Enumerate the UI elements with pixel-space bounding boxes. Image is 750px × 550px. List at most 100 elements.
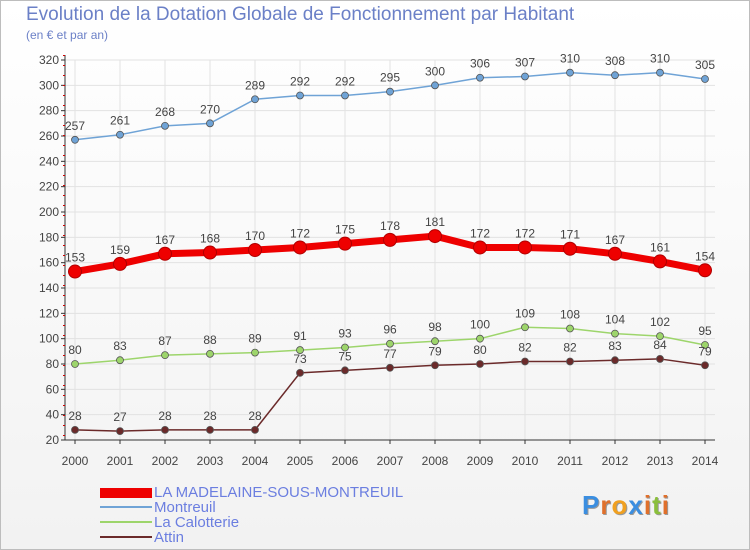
data-label: 83 (113, 339, 127, 353)
data-point (473, 240, 487, 255)
data-label: 82 (563, 340, 577, 354)
data-label: 77 (383, 347, 397, 361)
data-point (431, 361, 439, 370)
data-point (656, 355, 664, 363)
data-point (656, 332, 664, 341)
y-tick-label: 60 (46, 382, 60, 396)
data-label: 175 (335, 223, 355, 237)
data-label: 27 (113, 410, 127, 424)
y-tick-label: 20 (46, 433, 60, 447)
legend-label: Attin (154, 529, 185, 546)
data-point (161, 121, 169, 130)
data-point (521, 357, 529, 366)
data-point (341, 343, 349, 352)
data-point (116, 427, 124, 436)
data-point (203, 245, 217, 260)
data-label: 80 (473, 343, 487, 357)
data-label: 28 (248, 409, 262, 423)
proxiti-logo: Proxiti (582, 490, 670, 521)
data-label: 292 (290, 74, 310, 88)
data-point (251, 348, 259, 357)
data-point (701, 361, 709, 370)
logo-letter: x (628, 490, 644, 520)
x-tick-label: 2005 (287, 454, 314, 468)
data-label: 159 (110, 243, 130, 257)
data-label: 153 (65, 251, 85, 265)
y-tick-label: 180 (39, 230, 59, 244)
logo-letter: i (643, 490, 653, 520)
data-label: 109 (515, 306, 535, 320)
logo-letter: t (652, 490, 662, 520)
data-point (431, 81, 439, 90)
legend-label: La Calotterie (154, 514, 240, 531)
data-label: 167 (155, 233, 175, 247)
y-tick-label: 320 (39, 53, 59, 67)
x-tick-label: 2013 (647, 454, 674, 468)
data-label: 95 (698, 324, 712, 338)
x-tick-label: 2007 (377, 454, 404, 468)
data-point (701, 75, 709, 83)
data-point (113, 256, 127, 271)
y-tick-label: 280 (39, 104, 59, 118)
legend-swatch (100, 521, 152, 523)
data-label: 268 (155, 105, 175, 119)
data-point (608, 246, 622, 261)
data-point (566, 324, 574, 333)
x-tick-label: 2003 (197, 454, 224, 468)
data-point (428, 229, 442, 244)
data-point (386, 363, 394, 372)
logo-letter: o (611, 490, 629, 520)
logo-letter: P (582, 490, 601, 520)
data-point (68, 264, 82, 279)
x-tick-label: 2006 (332, 454, 359, 468)
data-point (476, 334, 484, 343)
data-point (71, 360, 79, 368)
data-label: 178 (380, 219, 400, 233)
data-point (338, 236, 352, 251)
data-label: 181 (425, 215, 445, 229)
x-tick-label: 2008 (422, 454, 449, 468)
data-label: 172 (515, 226, 535, 240)
data-label: 161 (650, 240, 670, 254)
data-point (611, 356, 619, 365)
data-point (206, 349, 214, 358)
data-point (431, 337, 439, 346)
chart-title: Evolution de la Dotation Globale de Fonc… (26, 4, 575, 25)
data-label: 292 (335, 74, 355, 88)
x-tick-label: 2014 (692, 454, 719, 468)
data-point (653, 254, 667, 269)
data-point (383, 232, 397, 247)
data-label: 80 (68, 343, 82, 357)
data-point (521, 323, 529, 332)
data-label: 171 (560, 228, 580, 242)
x-tick-label: 2000 (62, 454, 89, 468)
data-label: 300 (425, 64, 445, 78)
y-tick-label: 40 (46, 408, 60, 422)
data-label: 96 (383, 323, 397, 337)
data-point (206, 425, 214, 434)
data-label: 102 (650, 315, 670, 329)
data-point (386, 339, 394, 348)
y-tick-label: 260 (39, 129, 59, 143)
data-label: 87 (158, 334, 172, 348)
x-tick-label: 2012 (602, 454, 629, 468)
data-point (341, 91, 349, 100)
data-point (521, 72, 529, 81)
data-label: 73 (293, 352, 307, 366)
data-label: 308 (605, 54, 625, 68)
data-point (161, 425, 169, 434)
y-tick-label: 120 (39, 306, 59, 320)
data-point (206, 119, 214, 128)
data-point (566, 357, 574, 366)
data-point (116, 356, 124, 365)
chart-subtitle: (en € et par an) (26, 28, 109, 42)
data-point (386, 87, 394, 96)
data-point (518, 240, 532, 255)
legend-label: LA MADELAINE-SOUS-MONTREUIL (154, 484, 404, 501)
data-point (476, 73, 484, 82)
data-point (566, 68, 574, 77)
y-tick-label: 240 (39, 154, 59, 168)
data-point (611, 71, 619, 80)
